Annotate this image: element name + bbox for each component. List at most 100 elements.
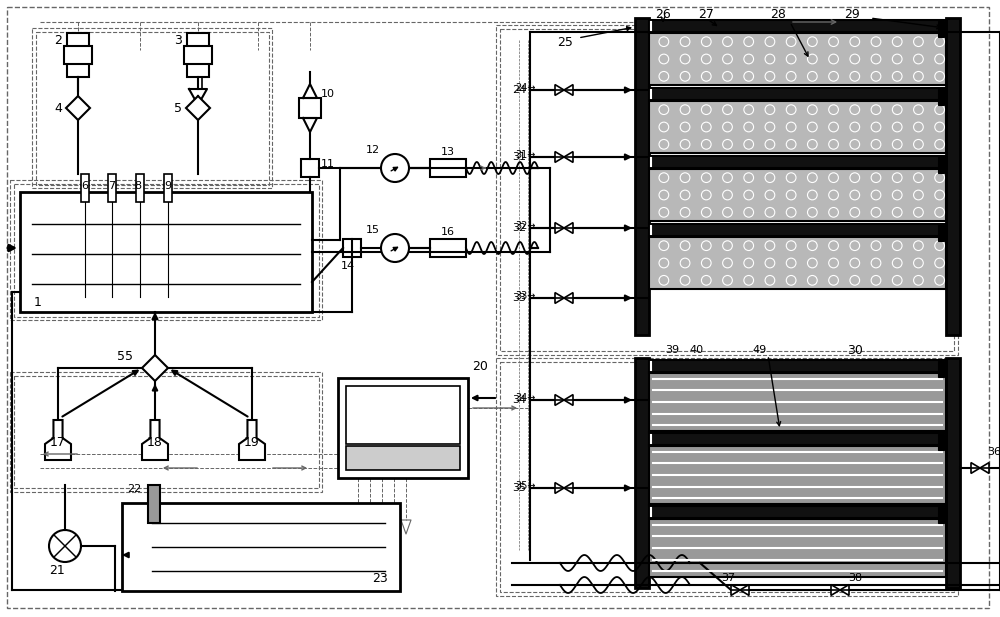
Bar <box>946 18 960 335</box>
Text: 5: 5 <box>174 102 182 115</box>
Polygon shape <box>564 395 573 405</box>
Bar <box>649 237 946 289</box>
Text: 9: 9 <box>164 181 172 191</box>
Bar <box>148 485 160 523</box>
Polygon shape <box>564 482 573 494</box>
Polygon shape <box>840 584 849 595</box>
Text: 24: 24 <box>512 85 526 95</box>
Bar <box>649 519 946 577</box>
Text: 31: 31 <box>512 152 526 162</box>
Text: 12: 12 <box>366 145 380 155</box>
Bar <box>338 378 468 478</box>
Text: 32: 32 <box>512 223 526 233</box>
Circle shape <box>381 234 409 262</box>
Text: 11: 11 <box>321 159 335 169</box>
Polygon shape <box>980 463 989 473</box>
Text: 4: 4 <box>54 102 62 115</box>
Bar <box>649 20 946 32</box>
Bar <box>430 239 466 257</box>
Text: 13: 13 <box>441 147 455 157</box>
Polygon shape <box>555 223 564 233</box>
Polygon shape <box>555 85 564 96</box>
Polygon shape <box>564 85 573 96</box>
Text: 35: 35 <box>512 483 526 493</box>
Text: 24→: 24→ <box>516 83 536 93</box>
Bar <box>649 169 946 221</box>
Bar <box>938 89 944 105</box>
Polygon shape <box>45 420 71 460</box>
Bar <box>20 192 312 312</box>
Text: 16: 16 <box>441 227 455 237</box>
Bar <box>343 239 361 257</box>
Bar <box>430 159 466 177</box>
Text: 40: 40 <box>690 345 704 355</box>
Bar <box>299 98 321 118</box>
Text: 26: 26 <box>655 7 671 20</box>
Text: 27: 27 <box>698 7 714 20</box>
Bar <box>122 503 400 591</box>
Polygon shape <box>740 584 749 595</box>
Text: 35→: 35→ <box>516 481 536 491</box>
Bar <box>187 33 209 77</box>
Text: 17: 17 <box>50 436 66 449</box>
Text: 55: 55 <box>117 349 133 363</box>
Text: 33: 33 <box>512 293 526 303</box>
Bar <box>649 446 946 504</box>
Bar <box>500 29 954 351</box>
Text: 30: 30 <box>847 344 863 357</box>
Bar <box>649 224 946 236</box>
Bar <box>32 28 272 188</box>
Text: 19: 19 <box>244 436 260 449</box>
Polygon shape <box>142 420 168 460</box>
Text: 18: 18 <box>147 436 163 449</box>
Bar <box>938 434 944 450</box>
Bar <box>64 46 92 64</box>
Text: 23: 23 <box>372 573 388 586</box>
Bar <box>938 507 944 523</box>
Bar <box>635 18 649 335</box>
Text: 25: 25 <box>557 36 573 49</box>
Polygon shape <box>66 96 90 120</box>
Polygon shape <box>564 223 573 233</box>
Bar <box>346 386 460 444</box>
Polygon shape <box>555 152 564 162</box>
Bar <box>67 33 89 77</box>
Bar <box>108 174 116 202</box>
Bar <box>649 360 946 372</box>
Bar <box>500 362 954 592</box>
Bar <box>649 506 946 518</box>
Text: 20: 20 <box>472 360 488 373</box>
Bar <box>164 174 172 202</box>
Text: 10: 10 <box>321 89 335 99</box>
Text: 37: 37 <box>721 573 735 583</box>
Bar <box>635 358 649 588</box>
Text: 8: 8 <box>134 181 142 191</box>
Polygon shape <box>142 355 168 381</box>
Bar <box>14 184 319 317</box>
Bar <box>649 373 946 431</box>
Bar <box>136 174 144 202</box>
Bar <box>649 88 946 100</box>
Text: 7: 7 <box>108 181 116 191</box>
Text: 36: 36 <box>987 447 1000 457</box>
Text: 32→: 32→ <box>516 221 536 231</box>
Bar <box>10 180 322 320</box>
Polygon shape <box>239 420 265 460</box>
Bar <box>938 21 944 37</box>
Circle shape <box>49 530 81 562</box>
Bar <box>10 372 322 492</box>
Bar <box>938 157 944 173</box>
Bar <box>649 433 946 445</box>
Bar <box>301 159 319 177</box>
Text: 21: 21 <box>49 565 65 578</box>
Polygon shape <box>564 152 573 162</box>
Polygon shape <box>555 482 564 494</box>
Text: 38: 38 <box>848 573 862 583</box>
Polygon shape <box>555 292 564 304</box>
Bar <box>346 446 460 470</box>
Text: 49: 49 <box>753 345 767 355</box>
Bar <box>649 101 946 153</box>
Polygon shape <box>186 96 210 120</box>
Text: 31→: 31→ <box>516 150 536 160</box>
Text: 34: 34 <box>512 395 526 405</box>
